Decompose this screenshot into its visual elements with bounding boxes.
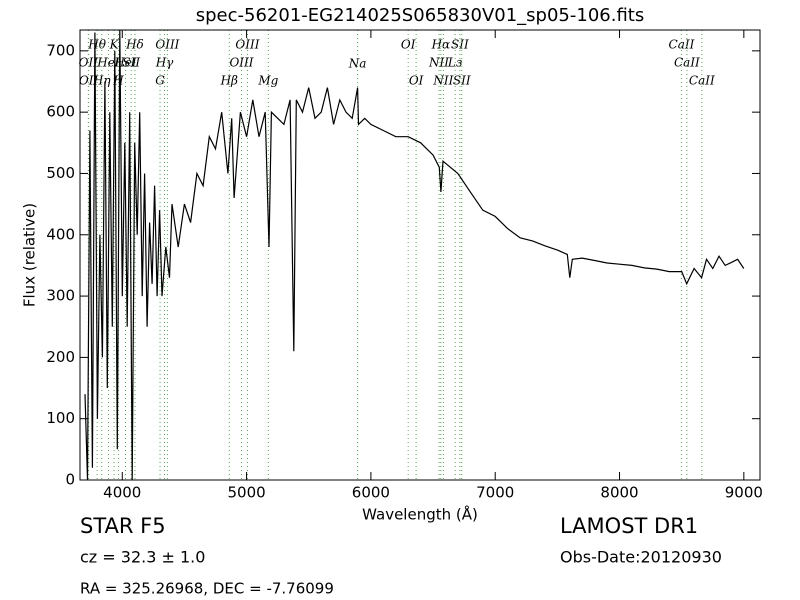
redshift: cz = 32.3 ± 1.0 — [80, 548, 205, 567]
obs-date: Obs-Date:20120930 — [560, 548, 722, 567]
spectral-line-label: Hδ — [125, 38, 144, 52]
spectral-line-label: Hβ — [220, 74, 238, 88]
plot-frame — [79, 29, 761, 481]
y-tick-label: 100 — [46, 409, 75, 427]
spectral-line-label: OII — [79, 74, 99, 88]
y-axis-label: Flux (relative) — [21, 203, 39, 307]
x-tick-label: 4000 — [103, 484, 141, 502]
spectral-line-label: Na — [348, 57, 367, 71]
spectral-line-label: Hα — [431, 38, 451, 52]
y-tick-label: 500 — [46, 164, 75, 182]
spectral-line-label: Mg — [257, 74, 278, 88]
spectral-line-label: CaII — [669, 38, 695, 52]
spectral-line-label: Hη — [92, 74, 111, 88]
coordinates: RA = 325.26968, DEC = -7.76099 — [80, 580, 334, 598]
x-axis-label: Wavelength (Å) — [362, 505, 478, 524]
x-tick-label: 7000 — [476, 484, 514, 502]
x-tick-label: 6000 — [352, 484, 390, 502]
spectral-line-label: G — [155, 74, 165, 88]
spectral-line-label: Lз — [447, 56, 463, 70]
x-tick-label: 8000 — [600, 484, 638, 502]
object-class: STAR F5 — [80, 514, 166, 538]
x-tick-label: 5000 — [227, 484, 265, 502]
x-tick-label: 9000 — [725, 484, 763, 502]
spectral-line-label: OIII — [155, 38, 179, 52]
y-tick-label: 700 — [46, 41, 75, 59]
spectral-line-label: SII — [451, 38, 469, 52]
chart-title: spec-56201-EG214025S065830V01_sp05-106.f… — [196, 5, 644, 26]
spectral-line-label: OI — [401, 38, 416, 52]
spectral-line-label: NII — [428, 56, 449, 70]
spectral-line-label: Hθ — [87, 38, 106, 52]
y-tick-label: 0 — [65, 471, 75, 489]
survey: LAMOST DR1 — [560, 514, 698, 538]
spectral-line-label: OI — [409, 74, 424, 88]
spectral-line-label: CaII — [689, 74, 715, 88]
spectral-line-label: SII — [453, 74, 471, 88]
spectral-line-label: NII — [432, 74, 453, 88]
spectrum-line — [84, 30, 745, 480]
spectral-line-label: OIII — [235, 38, 259, 52]
spectral-line-label: K — [109, 38, 120, 52]
spectral-line-label: CaII — [674, 56, 700, 70]
y-tick-label: 600 — [46, 103, 75, 121]
spectral-line-label: OIII — [229, 56, 253, 70]
spectral-line-label: SII — [122, 56, 140, 70]
y-tick-label: 300 — [46, 287, 75, 305]
spectral-line-label: Hγ — [155, 56, 174, 70]
y-tick-label: 200 — [46, 348, 75, 366]
y-tick-label: 400 — [46, 225, 75, 243]
